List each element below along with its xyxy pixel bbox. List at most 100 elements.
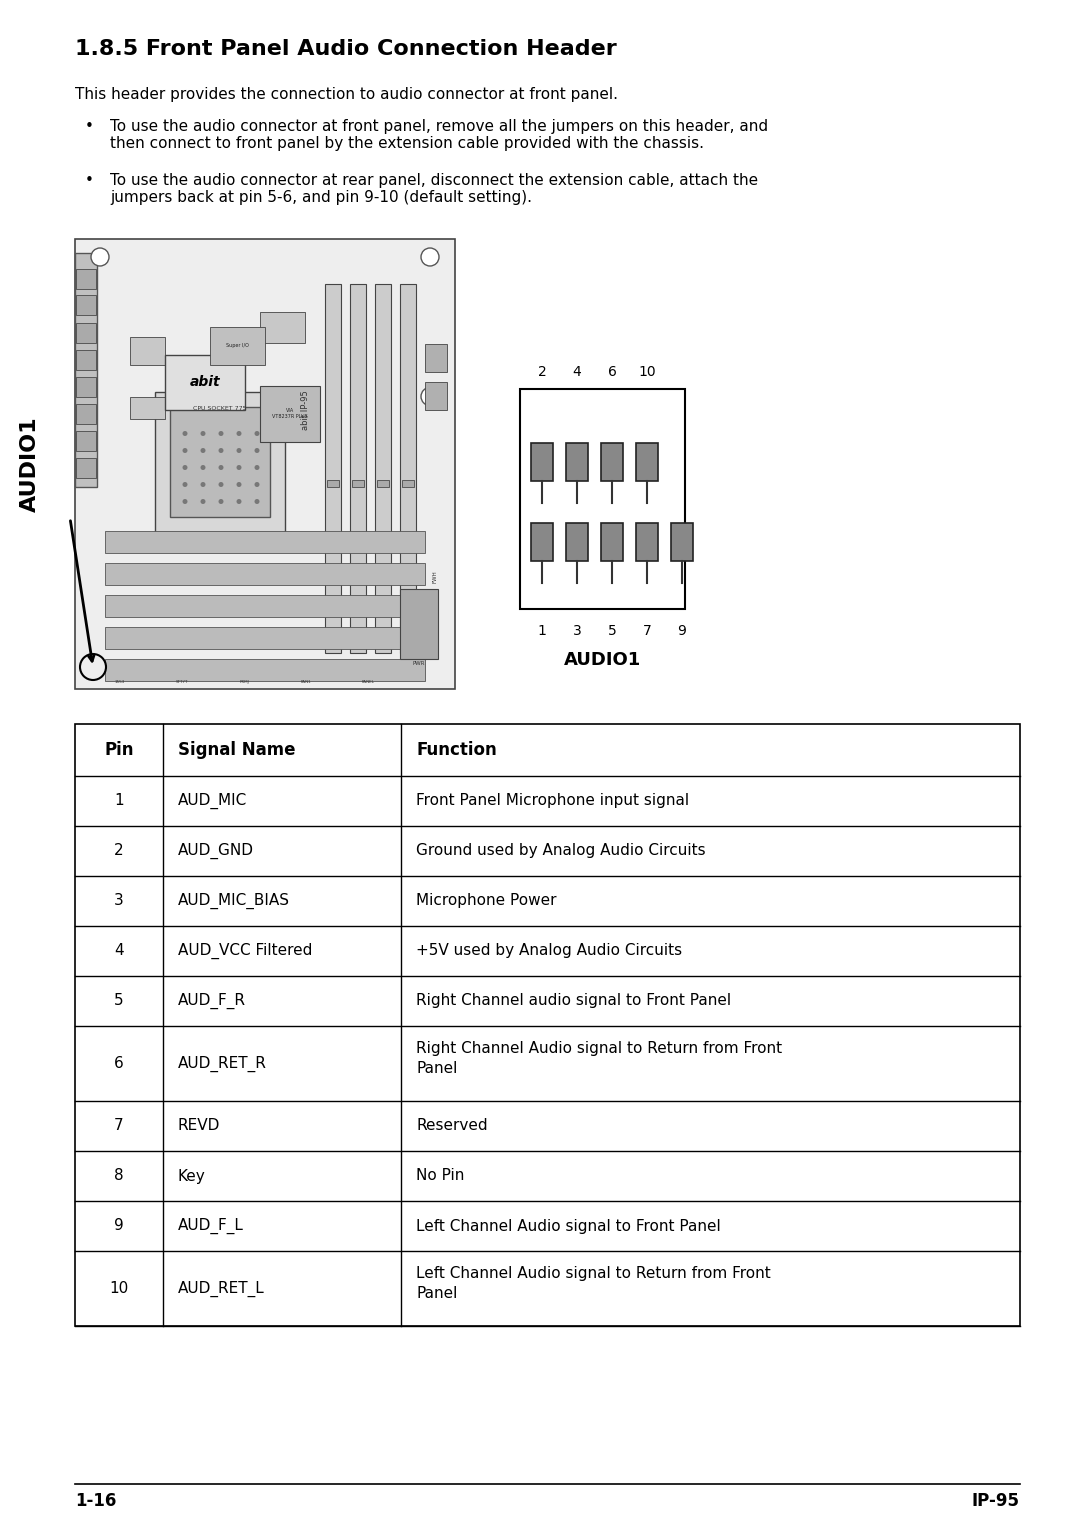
Text: 2: 2 (538, 365, 546, 379)
Text: To use the audio connector at rear panel, disconnect the extension cable, attach: To use the audio connector at rear panel… (110, 173, 758, 205)
Bar (260, 312, 305, 342)
Text: Left Channel Audio signal to Front Panel: Left Channel Audio signal to Front Panel (416, 1219, 720, 1234)
Text: 7: 7 (114, 1119, 124, 1133)
Text: This header provides the connection to audio connector at front panel.: This header provides the connection to a… (75, 87, 618, 102)
Text: AUD_F_L: AUD_F_L (178, 1219, 244, 1234)
Text: Key: Key (178, 1168, 206, 1183)
Circle shape (421, 387, 438, 405)
Bar (426, 382, 447, 410)
Bar (76, 376, 96, 396)
Circle shape (218, 498, 224, 505)
Text: AUD_RET_R: AUD_RET_R (178, 1055, 267, 1072)
Text: PWR: PWR (413, 661, 426, 667)
Text: 1.8.5 Front Panel Audio Connection Header: 1.8.5 Front Panel Audio Connection Heade… (75, 40, 617, 60)
Bar (566, 523, 588, 561)
Text: 8: 8 (114, 1168, 124, 1183)
Circle shape (255, 465, 259, 469)
Text: AUD_F_R: AUD_F_R (178, 992, 246, 1009)
Text: 10: 10 (109, 1281, 129, 1297)
Text: Super I/O: Super I/O (226, 344, 248, 349)
Circle shape (255, 431, 259, 436)
Bar (636, 523, 658, 561)
Bar (76, 431, 96, 451)
Circle shape (218, 431, 224, 436)
Text: 4: 4 (114, 943, 124, 959)
Text: Microphone Power: Microphone Power (416, 893, 556, 908)
Text: 1-16: 1-16 (75, 1492, 117, 1511)
Text: 1: 1 (114, 794, 124, 809)
Circle shape (255, 498, 259, 505)
Circle shape (237, 465, 242, 469)
Circle shape (421, 248, 438, 266)
Circle shape (237, 431, 242, 436)
Text: 9: 9 (114, 1219, 124, 1234)
Bar (76, 350, 96, 370)
Bar (260, 387, 320, 442)
Bar (402, 480, 414, 486)
Bar (210, 327, 265, 365)
Bar (75, 252, 97, 486)
Text: 6: 6 (608, 365, 617, 379)
Text: Ground used by Analog Audio Circuits: Ground used by Analog Audio Circuits (416, 844, 705, 858)
Circle shape (91, 248, 109, 266)
Bar (105, 563, 426, 586)
Text: FWH: FWH (432, 570, 437, 583)
Text: 9: 9 (677, 624, 687, 638)
Bar (566, 443, 588, 482)
Bar (350, 284, 366, 653)
Circle shape (183, 431, 188, 436)
Bar (76, 404, 96, 424)
Text: Function: Function (416, 742, 497, 758)
Text: PKMJ: PKMJ (239, 680, 248, 683)
Text: 7: 7 (643, 624, 651, 638)
Text: 5: 5 (114, 994, 124, 1009)
Bar (105, 595, 426, 618)
Bar (400, 284, 416, 653)
Text: 10: 10 (638, 365, 656, 379)
Text: VIA
VT8237R PLUS: VIA VT8237R PLUS (272, 408, 308, 419)
Text: Front Panel Microphone input signal: Front Panel Microphone input signal (416, 794, 689, 809)
Bar (325, 284, 341, 653)
Text: 4: 4 (572, 365, 581, 379)
Text: AUD_MIC_BIAS: AUD_MIC_BIAS (178, 893, 291, 910)
Bar (156, 391, 285, 532)
Text: 1553: 1553 (114, 680, 125, 683)
Circle shape (183, 482, 188, 488)
Bar (636, 443, 658, 482)
Circle shape (183, 465, 188, 469)
Bar (76, 323, 96, 342)
Bar (130, 336, 165, 365)
Text: 5: 5 (608, 624, 617, 638)
Bar (327, 480, 339, 486)
Bar (426, 344, 447, 372)
Bar (600, 523, 623, 561)
Text: AUD_MIC: AUD_MIC (178, 794, 247, 809)
Text: AUD_VCC Filtered: AUD_VCC Filtered (178, 943, 312, 959)
Bar (377, 480, 389, 486)
Circle shape (218, 465, 224, 469)
Circle shape (255, 482, 259, 488)
Circle shape (183, 448, 188, 453)
Text: abit IP-95: abit IP-95 (300, 390, 310, 430)
Text: 3: 3 (114, 893, 124, 908)
Bar (76, 295, 96, 315)
Circle shape (218, 448, 224, 453)
Bar (671, 523, 693, 561)
Circle shape (201, 448, 205, 453)
Circle shape (183, 498, 188, 505)
Bar (75, 725, 1020, 1326)
Circle shape (237, 482, 242, 488)
Text: No Pin: No Pin (416, 1168, 464, 1183)
Text: 3: 3 (572, 624, 581, 638)
Text: IP-95: IP-95 (972, 1492, 1020, 1511)
Bar (130, 398, 165, 419)
Text: CPU SOCKET 775: CPU SOCKET 775 (193, 407, 246, 411)
Bar (75, 239, 455, 690)
Text: PANEL: PANEL (362, 680, 375, 683)
Text: +5V used by Analog Audio Circuits: +5V used by Analog Audio Circuits (416, 943, 683, 959)
Bar (531, 523, 553, 561)
Text: AUD_GND: AUD_GND (178, 842, 254, 859)
Text: 1: 1 (538, 624, 546, 638)
Bar (76, 269, 96, 289)
Bar (375, 284, 391, 653)
